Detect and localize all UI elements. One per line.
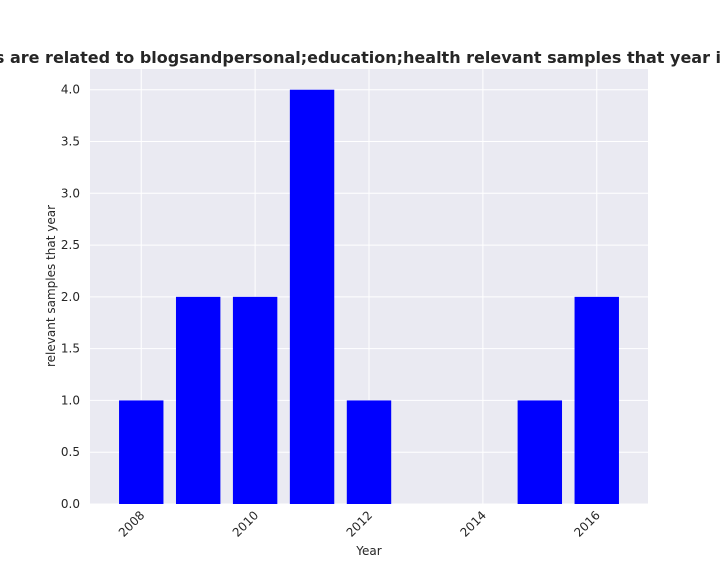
- x-tick-label: 2012: [344, 508, 375, 539]
- x-tick-label: 2008: [116, 508, 147, 539]
- y-tick-label: 3.0: [61, 186, 80, 200]
- y-tick-label: 0.5: [61, 445, 80, 459]
- y-tick-label: 1.5: [61, 342, 80, 356]
- x-tick-label: 2014: [457, 508, 488, 539]
- x-tick-label: 2016: [571, 508, 602, 539]
- x-axis-ticks: 2008 2010 2012 2014 2016: [116, 508, 603, 539]
- y-tick-label: 2.0: [61, 290, 80, 304]
- bar-2008: [119, 400, 164, 504]
- bars: [119, 89, 619, 504]
- y-tick-label: 2.5: [61, 238, 80, 252]
- x-tick-label: 2010: [230, 508, 261, 539]
- y-tick-label: 4.0: [61, 83, 80, 97]
- bar-2016: [574, 296, 619, 504]
- bar-2012: [346, 400, 392, 504]
- y-tick-label: 0.0: [61, 497, 80, 511]
- chart-title: Number of stories are related to blogsan…: [0, 48, 720, 67]
- y-axis-label: relevant samples that year: [44, 205, 58, 367]
- bar-2009: [175, 296, 221, 504]
- bar-2010: [232, 296, 278, 504]
- x-axis-label: Year: [355, 544, 381, 558]
- y-tick-label: 3.5: [61, 135, 80, 149]
- bar-2015: [517, 400, 563, 504]
- bar-2011: [289, 89, 335, 504]
- y-axis-ticks: 0.0 0.5 1.0 1.5 2.0 2.5 3.0 3.5 4.0: [61, 83, 80, 511]
- y-tick-label: 1.0: [61, 393, 80, 407]
